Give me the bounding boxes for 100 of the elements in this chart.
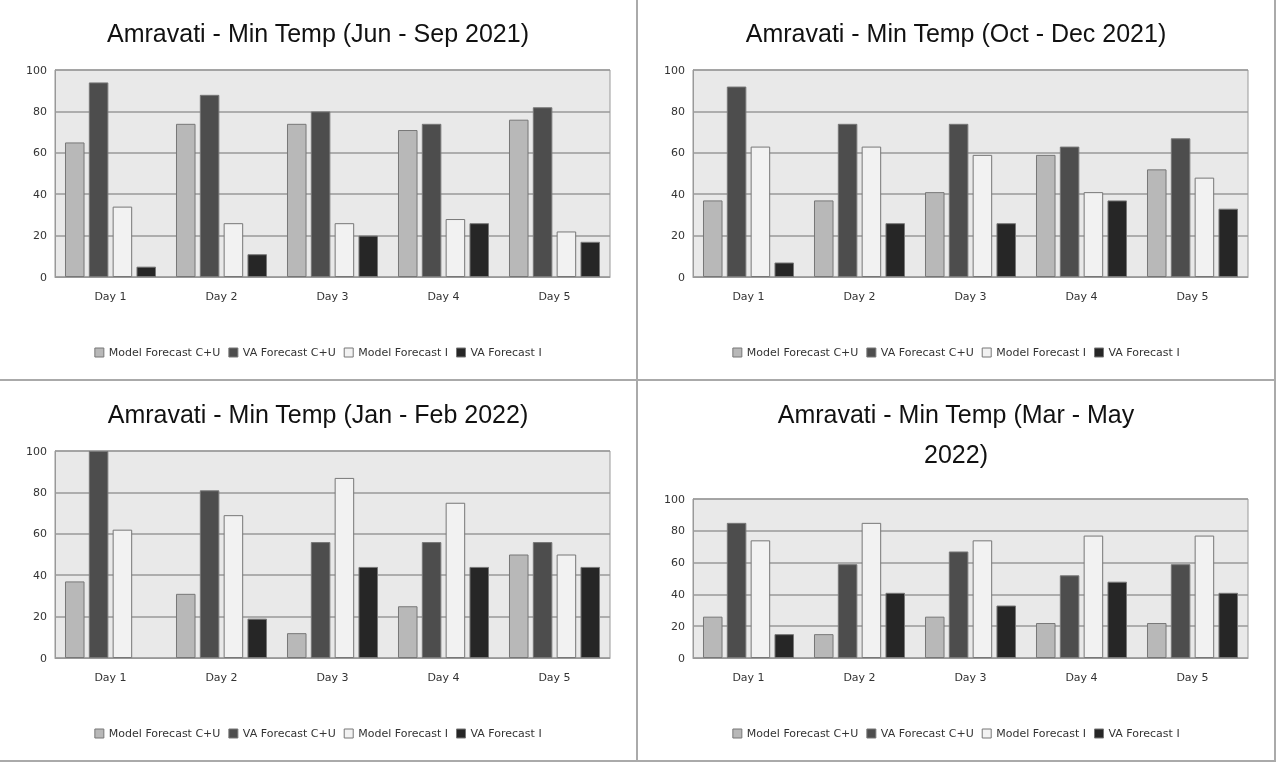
y-tick-label: 60 bbox=[33, 527, 47, 541]
bar bbox=[580, 241, 601, 277]
legend-label: VA Forecast I bbox=[470, 727, 542, 740]
bar bbox=[1035, 154, 1056, 277]
bar bbox=[1218, 592, 1239, 658]
y-tick-label: 100 bbox=[664, 492, 685, 506]
x-tick-label: Day 3 bbox=[954, 290, 987, 303]
x-tick-label: Day 1 bbox=[732, 671, 765, 684]
bar bbox=[469, 223, 490, 277]
y-tick-label: 80 bbox=[671, 104, 685, 118]
bar bbox=[1170, 564, 1191, 658]
y-tick-label: 40 bbox=[671, 587, 685, 601]
bar bbox=[64, 142, 85, 277]
x-tick-label: Day 5 bbox=[1176, 290, 1209, 303]
chart-title: Amravati - Min Temp (Mar - May 2022) bbox=[777, 400, 1135, 468]
bar bbox=[1107, 200, 1128, 277]
bar bbox=[996, 223, 1017, 277]
x-tick-label: Day 5 bbox=[538, 290, 571, 303]
bar bbox=[310, 542, 331, 658]
x-tick-label: Day 3 bbox=[954, 671, 987, 684]
bar bbox=[948, 123, 969, 277]
bar bbox=[532, 107, 553, 277]
bar bbox=[774, 262, 795, 277]
x-tick-label: Day 4 bbox=[427, 290, 460, 303]
x-tick-label: Day 3 bbox=[316, 290, 349, 303]
bar bbox=[924, 192, 945, 277]
x-tick-label: Day 1 bbox=[732, 290, 765, 303]
y-tick-label: 0 bbox=[40, 270, 47, 284]
bar bbox=[1146, 623, 1167, 658]
bar bbox=[837, 123, 858, 277]
y-tick-label: 20 bbox=[671, 619, 685, 633]
legend-label: VA Forecast I bbox=[1108, 346, 1180, 359]
bar bbox=[1146, 169, 1167, 277]
legend-label: Model Forecast I bbox=[996, 727, 1087, 740]
bar bbox=[774, 634, 795, 658]
bar bbox=[199, 490, 220, 658]
bar bbox=[702, 616, 723, 658]
x-tick-label: Day 2 bbox=[843, 671, 876, 684]
bar bbox=[175, 593, 196, 658]
y-tick-label: 40 bbox=[671, 187, 685, 201]
bar bbox=[885, 592, 906, 658]
legend-label: VA Forecast I bbox=[470, 346, 542, 359]
x-tick-label: Day 1 bbox=[94, 671, 127, 684]
y-tick-label: 60 bbox=[671, 146, 685, 160]
legend-label: Model Forecast C+U bbox=[108, 727, 221, 740]
bar bbox=[1035, 623, 1056, 658]
y-tick-label: 80 bbox=[33, 104, 47, 118]
chart-title: Amravati - Min Temp (Oct - Dec 2021) bbox=[745, 19, 1167, 47]
y-tick-label: 0 bbox=[678, 270, 685, 284]
bar bbox=[88, 451, 109, 658]
x-tick-label: Day 4 bbox=[427, 671, 460, 684]
bar bbox=[837, 564, 858, 658]
bar bbox=[702, 200, 723, 277]
y-tick-label: 80 bbox=[671, 524, 685, 538]
y-tick-label: 20 bbox=[671, 229, 685, 243]
chart-title: Amravati - Min Temp (Jan - Feb 2022) bbox=[107, 400, 529, 428]
bar bbox=[421, 123, 442, 277]
x-tick-label: Day 2 bbox=[205, 290, 238, 303]
bar bbox=[136, 266, 157, 277]
bar bbox=[885, 223, 906, 277]
legend-label: VA Forecast C+U bbox=[880, 346, 974, 359]
bar bbox=[1059, 575, 1080, 658]
x-tick-label: Day 5 bbox=[1176, 671, 1209, 684]
bar bbox=[199, 94, 220, 277]
y-tick-label: 80 bbox=[33, 485, 47, 499]
y-tick-label: 60 bbox=[33, 146, 47, 160]
bar bbox=[508, 554, 529, 658]
bar bbox=[358, 235, 379, 277]
bar bbox=[397, 606, 418, 658]
chart-title: Amravati - Min Temp (Jun - Sep 2021) bbox=[107, 19, 529, 47]
y-tick-label: 20 bbox=[33, 610, 47, 624]
bar bbox=[996, 605, 1017, 658]
x-tick-label: Day 5 bbox=[538, 671, 571, 684]
legend-label: VA Forecast C+U bbox=[880, 727, 974, 740]
legend-label: Model Forecast I bbox=[358, 727, 449, 740]
bar bbox=[948, 551, 969, 658]
bar bbox=[1107, 581, 1128, 658]
legend-label: VA Forecast I bbox=[1108, 727, 1180, 740]
legend-label: Model Forecast C+U bbox=[746, 346, 859, 359]
bar bbox=[358, 566, 379, 658]
bar bbox=[175, 123, 196, 277]
bar bbox=[508, 119, 529, 277]
y-tick-label: 40 bbox=[33, 568, 47, 582]
x-tick-label: Day 2 bbox=[843, 290, 876, 303]
bar bbox=[726, 522, 747, 658]
bar bbox=[421, 542, 442, 658]
y-tick-label: 0 bbox=[40, 651, 47, 665]
bar bbox=[397, 130, 418, 277]
x-tick-label: Day 4 bbox=[1065, 290, 1098, 303]
x-tick-label: Day 1 bbox=[94, 290, 127, 303]
bar bbox=[1059, 146, 1080, 277]
legend-label: Model Forecast C+U bbox=[746, 727, 859, 740]
bar bbox=[1170, 138, 1191, 277]
bar bbox=[286, 123, 307, 277]
y-tick-label: 100 bbox=[26, 444, 47, 458]
bar bbox=[1218, 208, 1239, 277]
bar bbox=[924, 616, 945, 658]
bar bbox=[64, 581, 85, 658]
bar bbox=[247, 254, 268, 277]
x-tick-label: Day 3 bbox=[316, 671, 349, 684]
